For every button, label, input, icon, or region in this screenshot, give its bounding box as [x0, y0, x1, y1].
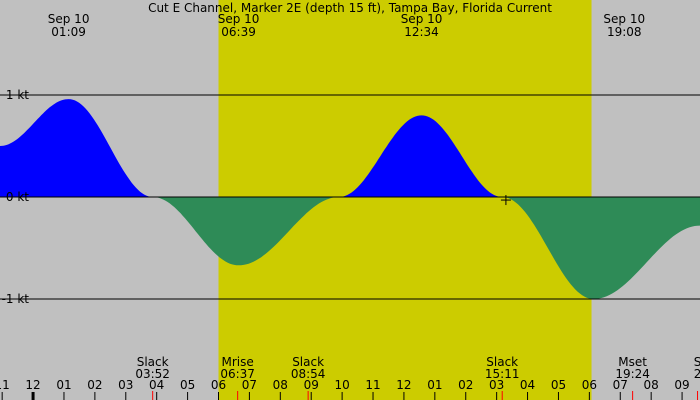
hour-tick-label: 04: [149, 378, 164, 392]
hour-tick-label: 06: [211, 378, 226, 392]
hour-tick-label: 01: [56, 378, 71, 392]
top-label-date: Sep 10: [603, 12, 645, 26]
hour-tick-label: 05: [551, 378, 566, 392]
hour-tick-label: 12: [25, 378, 40, 392]
hour-tick-label: 06: [582, 378, 597, 392]
hour-tick-label: 07: [613, 378, 628, 392]
hour-tick-label: 09: [674, 378, 689, 392]
hour-tick-label: 02: [87, 378, 102, 392]
hour-tick-label: 04: [520, 378, 535, 392]
top-label-time: 19:08: [607, 25, 642, 39]
top-label-date: Sep 10: [401, 12, 443, 26]
hour-tick-label: 02: [458, 378, 473, 392]
y-tick-label: 1 kt: [6, 88, 29, 102]
hour-tick-label: 08: [273, 378, 288, 392]
top-label-date: Sep 10: [218, 12, 260, 26]
y-tick-label: 0 kt: [6, 190, 29, 204]
hour-tick-label: 01: [427, 378, 442, 392]
hour-tick-label: 11: [0, 378, 10, 392]
hour-tick-label: 05: [180, 378, 195, 392]
hour-tick-label: 03: [118, 378, 133, 392]
chart-title: Cut E Channel, Marker 2E (depth 15 ft), …: [148, 1, 552, 15]
hour-tick-label: 09: [304, 378, 319, 392]
hour-tick-label: 11: [365, 378, 380, 392]
hour-tick-label: 12: [396, 378, 411, 392]
event-time: 2: [694, 367, 700, 381]
hour-tick-label: 08: [644, 378, 659, 392]
top-label-date: Sep 10: [48, 12, 90, 26]
top-label-time: 01:09: [51, 25, 86, 39]
hour-tick-label: 03: [489, 378, 504, 392]
top-label-time: 12:34: [404, 25, 439, 39]
hour-tick-label: 10: [334, 378, 349, 392]
top-label-time: 06:39: [221, 25, 256, 39]
y-tick-label: -1 kt: [2, 292, 30, 306]
hour-tick-label: 07: [242, 378, 257, 392]
